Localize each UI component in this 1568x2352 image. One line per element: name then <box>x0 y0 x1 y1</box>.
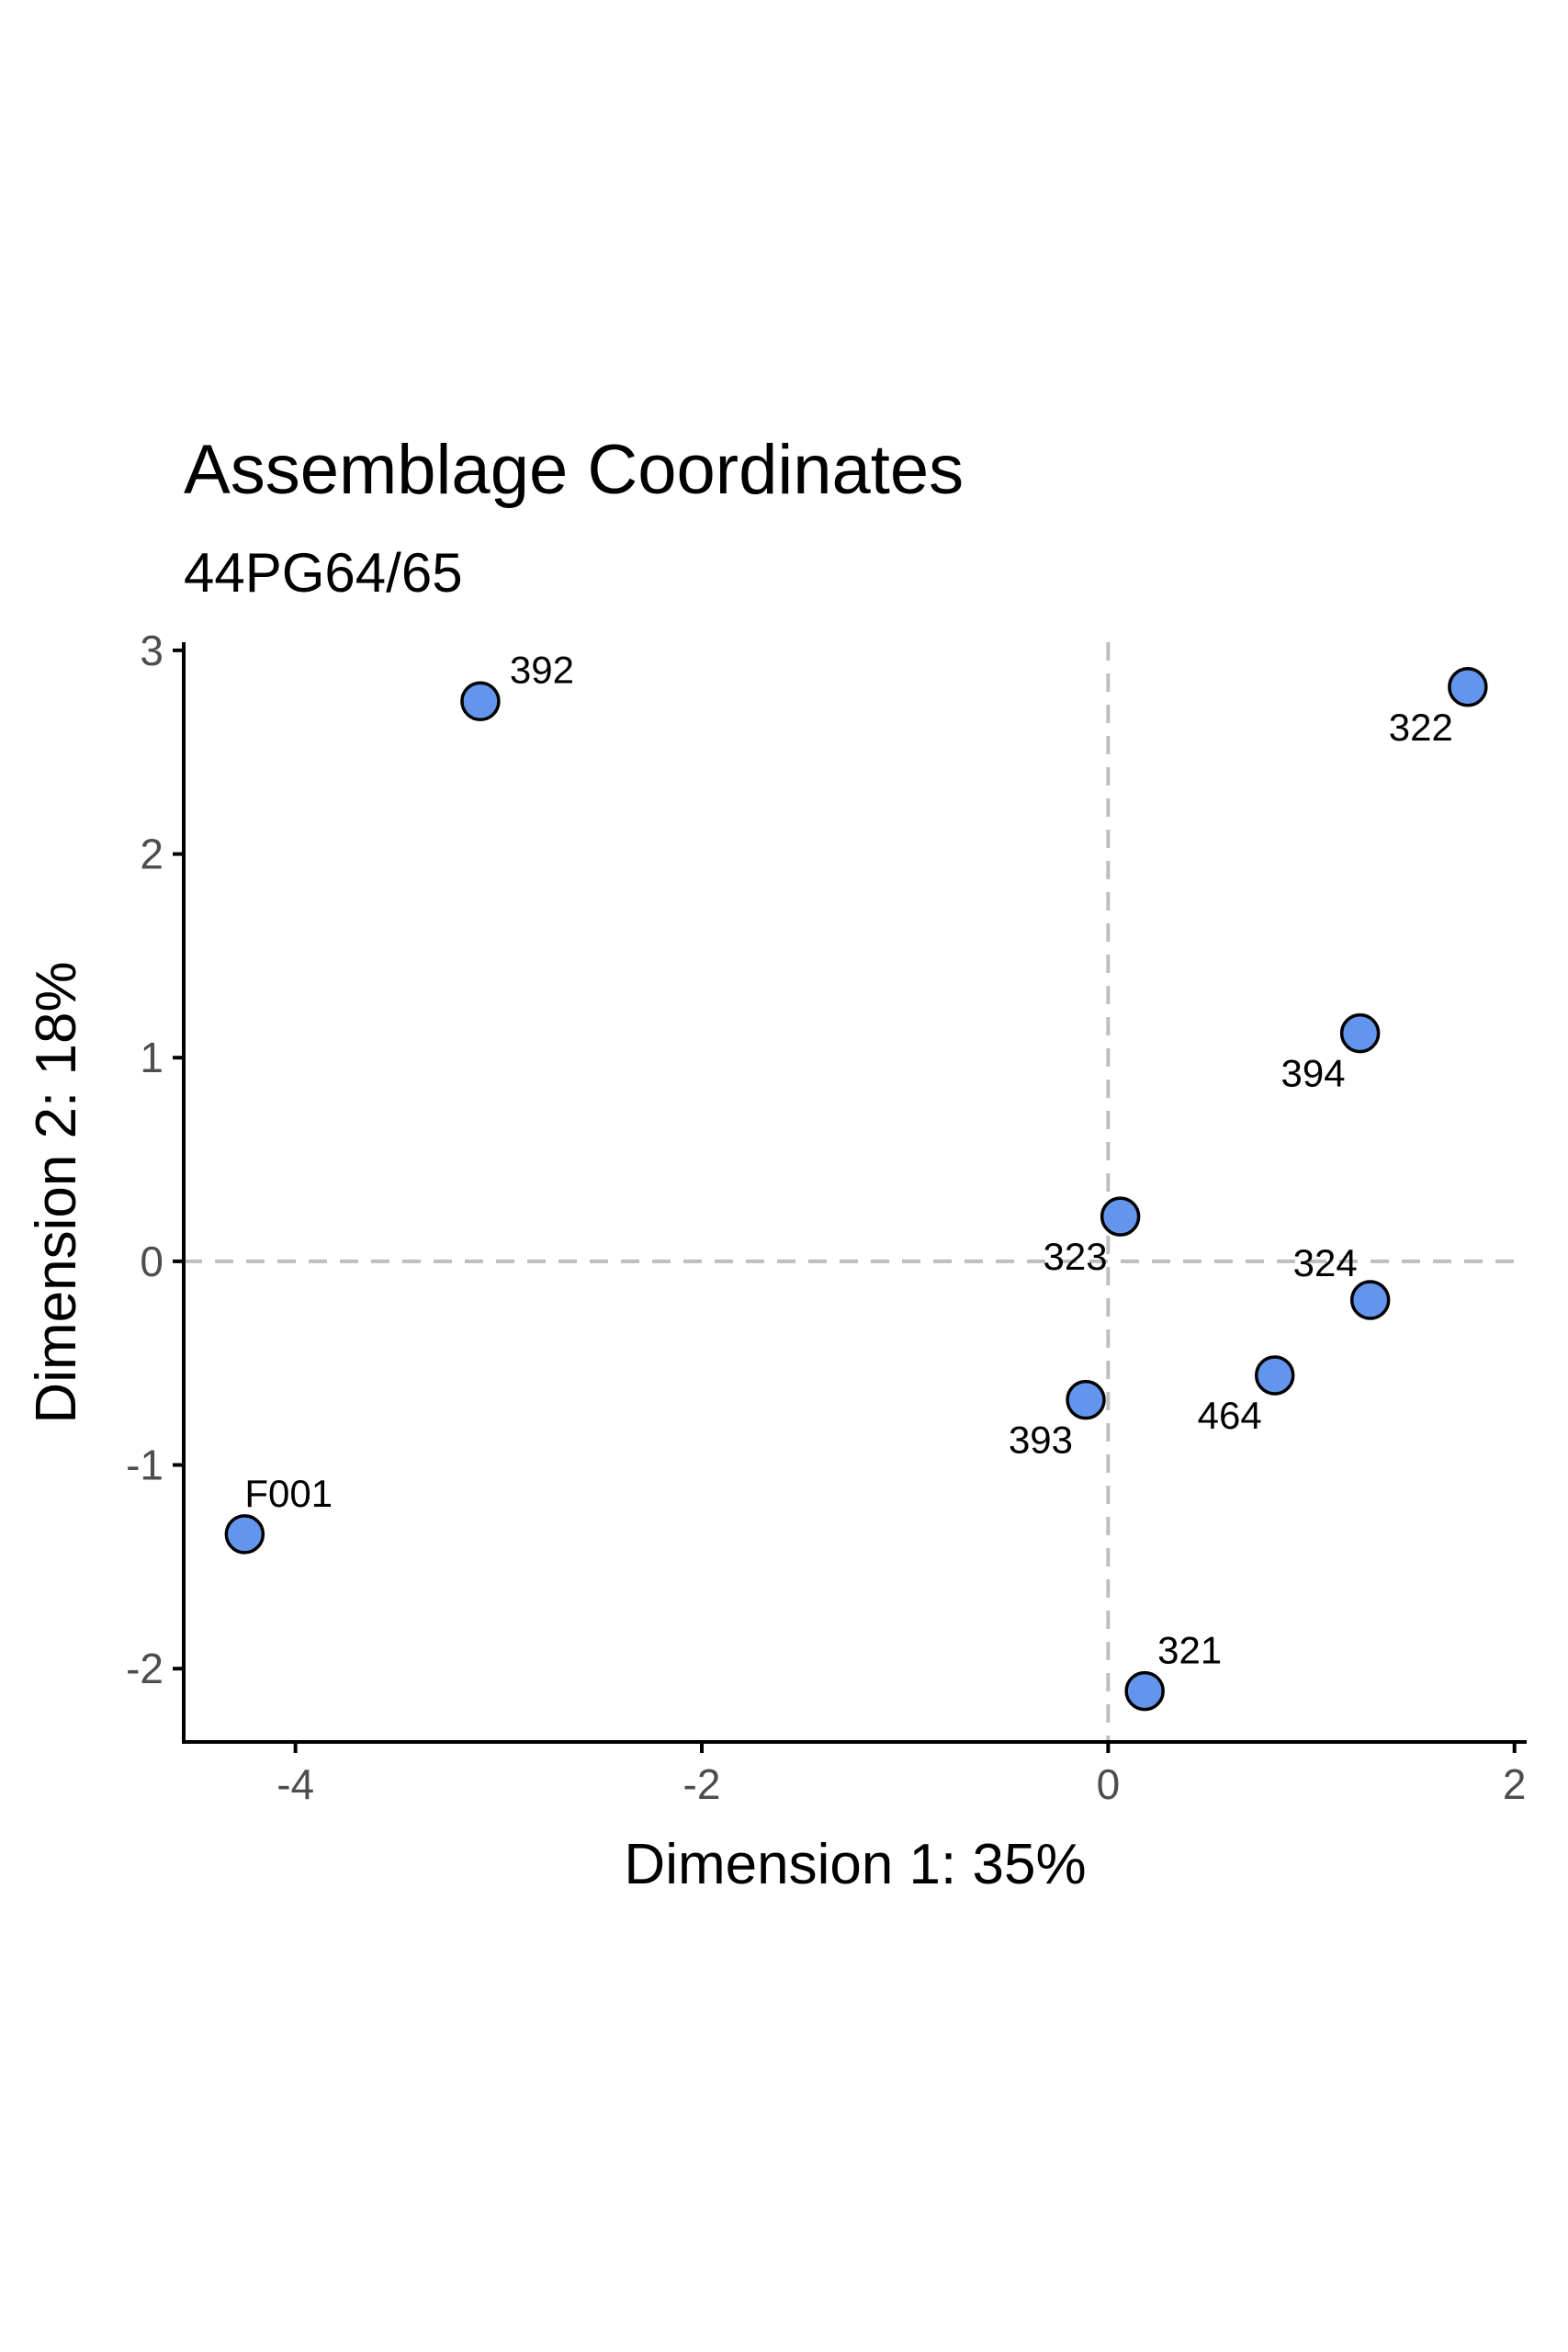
y-tick-label: 0 <box>140 1238 164 1285</box>
chart-subtitle: 44PG64/65 <box>184 542 463 604</box>
points: 392 322 394 323 324 464 393 F001 321 <box>224 648 1488 1712</box>
x-axis-title: Dimension 1: 35% <box>624 1833 1086 1896</box>
data-point <box>1066 1379 1106 1420</box>
point-label: 393 <box>1009 1419 1073 1462</box>
x-tick-label: -2 <box>683 1760 721 1808</box>
x-tick-label: 2 <box>1503 1760 1527 1808</box>
data-point <box>1349 1280 1391 1320</box>
data-point <box>1124 1670 1165 1712</box>
y-axis-title: Dimension 2: 18% <box>25 961 88 1423</box>
x-tick-label: 0 <box>1097 1760 1121 1808</box>
data-point <box>1254 1355 1295 1396</box>
point-label: 392 <box>510 648 574 691</box>
point-label: F001 <box>244 1472 333 1515</box>
data-point <box>1100 1196 1141 1237</box>
data-point <box>1448 667 1488 707</box>
ticks: -4 -2 0 2 -2 -1 0 1 2 3 <box>126 627 1526 1808</box>
data-point <box>224 1514 265 1555</box>
reference-lines <box>184 642 1527 1742</box>
y-tick-label: 2 <box>140 831 164 878</box>
point-label: 464 <box>1198 1394 1262 1437</box>
y-tick-label: 3 <box>140 627 164 674</box>
point-label: 322 <box>1389 706 1453 749</box>
axes <box>182 642 1527 1744</box>
y-tick-label: -1 <box>126 1442 164 1489</box>
point-label: 323 <box>1043 1235 1108 1278</box>
y-tick-label: 1 <box>140 1034 164 1081</box>
x-tick-label: -4 <box>276 1760 314 1808</box>
point-label: 324 <box>1293 1241 1358 1284</box>
data-point <box>460 681 501 722</box>
y-tick-label: -2 <box>126 1645 164 1692</box>
chart-title: Assemblage Coordinates <box>184 431 964 509</box>
point-label: 321 <box>1157 1629 1222 1672</box>
point-label: 394 <box>1281 1052 1346 1095</box>
data-point <box>1339 1012 1381 1054</box>
